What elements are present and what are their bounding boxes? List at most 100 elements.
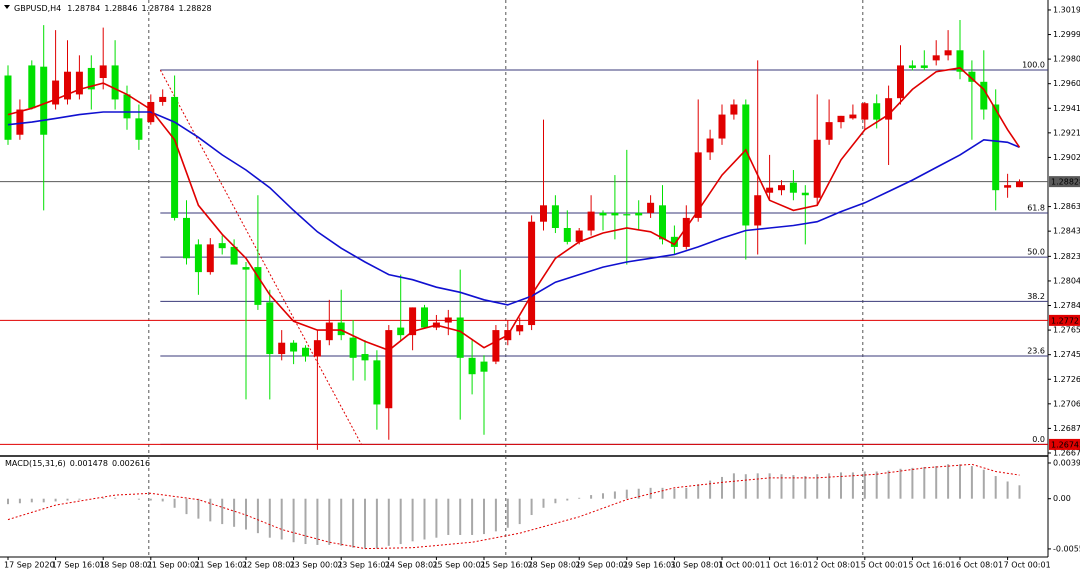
y-tick-label: 1.30190 [1053,5,1080,14]
y-tick-label: 1.26675 [1053,448,1080,457]
candle-body [885,98,893,120]
candle-body [40,66,48,135]
x-tick-label: 1 Oct 16:01 [766,561,813,570]
quote-close: 1.28828 [179,4,212,13]
x-tick-label: 21 Sep 16:01 [194,561,247,570]
chart-header: GBPUSD,H4 1.28784 1.28846 1.28784 1.28828 [14,4,212,13]
x-tick-label: 2 Oct 08:01 [813,561,860,570]
quote-open: 1.28784 [67,4,100,13]
candle-body [492,330,500,362]
candle-body [290,342,298,352]
candle-body [801,192,809,196]
candle-body [920,65,928,68]
fibo-label: 100.0 [1022,60,1045,69]
candle-body [944,50,952,56]
x-tick-label: 23 Sep 16:01 [337,561,390,570]
y-tick-label: 1.27065 [1053,399,1080,408]
candle-body [778,185,785,191]
price-box-label: 1.26743 [1051,440,1080,449]
price-box [1049,438,1080,450]
fibo-label: 61.8 [1027,203,1045,212]
x-tick-label: 17 Sep 16:01 [52,561,105,570]
price-box [1049,176,1080,188]
candle-body [635,212,643,216]
candle-body [266,302,274,355]
x-tick-label: 28 Sep 08:01 [528,561,581,570]
candle-body [873,103,881,120]
candle-body [75,71,83,95]
fibo-label: 23.6 [1027,347,1045,356]
y-tick-label: 1.29800 [1053,55,1080,64]
x-tick-label: 25 Sep 16:01 [480,561,533,570]
candle-body [563,228,571,242]
x-tick-label: 7 Oct 00:01 [1004,561,1051,570]
candle-body [99,65,107,79]
candle-body [87,67,95,90]
candle-body [516,325,524,332]
y-tick-label: 1.29020 [1053,153,1080,162]
candle-body [897,65,904,99]
candle-body [825,122,833,140]
x-tick-label: 5 Oct 00:01 [861,561,908,570]
candle-body [218,243,226,249]
fibo-label: 38.2 [1027,292,1045,301]
price-box [1049,314,1080,326]
macd-signal-value: 0.002616 [112,459,150,468]
candle-body [968,71,976,82]
candle-body [837,115,845,123]
fibo-trend [159,69,362,445]
candle-body [468,357,476,375]
candle-body [528,221,536,326]
candle-body [587,211,595,231]
candle-body [194,244,202,273]
quote-low: 1.28784 [141,4,174,13]
y-tick-label: 1.28435 [1053,227,1080,236]
macd-y-tick-label: 0.003941 [1053,458,1080,467]
candle-body [1004,185,1012,188]
candle-body [813,139,821,198]
candle-body [789,182,797,193]
candle-body [349,337,357,358]
candle-body [385,330,393,409]
candle-body [659,205,666,240]
x-tick-label: 1 Oct 00:01 [718,561,765,570]
candle-body [849,114,857,119]
ma-fast [7,67,1021,352]
price-box-label: 1.28828 [1051,178,1080,187]
y-tick-label: 1.27845 [1053,301,1080,310]
y-tick-label: 1.26870 [1053,424,1080,433]
price-box-label: 1.27727 [1051,316,1080,325]
x-tick-label: 29 Sep 16:01 [623,561,676,570]
menu-arrow[interactable] [4,5,10,9]
candle-body [242,267,250,270]
x-tick-label: 23 Sep 00:01 [290,561,343,570]
y-tick-label: 1.28235 [1053,252,1080,261]
candle-body [682,217,690,247]
y-tick-label: 1.29995 [1053,30,1080,39]
candle-body [480,361,488,372]
x-tick-label: 22 Sep 08:01 [242,561,295,570]
fibo-label: 50.0 [1027,248,1045,257]
candle-body [932,55,940,61]
candle-body [444,317,452,323]
candle-body [1016,181,1023,188]
candle-body [278,342,286,355]
candle-body [540,205,547,222]
y-tick-label: 1.28630 [1053,202,1080,211]
candle-body [159,96,167,102]
quote-high: 1.28846 [104,4,137,13]
y-tick-label: 1.27260 [1053,375,1080,384]
macd-signal [7,463,1020,550]
candle-body [694,152,702,218]
x-tick-label: 30 Sep 08:01 [670,561,723,570]
candle-body [313,340,321,357]
macd-main: 0.001478 [70,459,108,468]
x-tick-label: 24 Sep 08:01 [385,561,438,570]
y-tick-label: 1.27455 [1053,350,1080,359]
candle-body [456,317,464,358]
candle-body [337,322,345,336]
y-tick-label: 1.27650 [1053,326,1080,335]
candle-body [28,65,36,109]
candle-body [16,109,24,135]
